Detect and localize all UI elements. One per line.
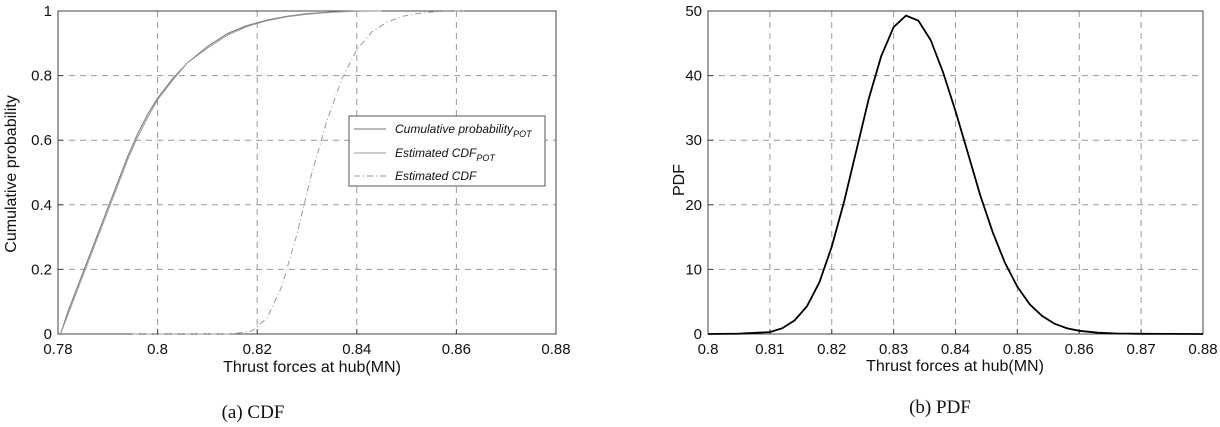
cdf-x-tick-label: 0.88: [541, 341, 570, 358]
pdf-x-tick-label: 0.86: [1065, 341, 1094, 358]
pdf-y-tick-label: 40: [685, 68, 702, 85]
cdf-y-tick-label: 1: [44, 3, 52, 20]
cdf-series-2-line: [60, 10, 382, 335]
pdf-x-tick-label: 0.84: [941, 341, 970, 358]
pdf-y-axis-label: PDF: [671, 164, 688, 196]
pdf-series-1-line: [707, 14, 1204, 335]
cdf-x-axis-label: Thrust forces at hub(MN): [223, 359, 401, 376]
cdf-legend-entry-1: Cumulative probabilityPOT: [395, 122, 533, 139]
cdf-legend-entry-1-name: Cumulative probability: [395, 122, 514, 136]
pdf-chart: 0.8 0.81 0.82 0.83 0.84 0.85 0.86 0.87 0.88 0 10 20…: [685, 3, 1217, 358]
cdf-legend-entry-2: Estimated CDFPOT: [395, 146, 496, 163]
pdf-x-tick-label: 0.88: [1188, 341, 1217, 358]
cdf-frame: [57, 10, 557, 335]
cdf-y-tick-label: 0.8: [31, 68, 52, 85]
cdf-legend-entry-2-name: Estimated CDF: [395, 146, 477, 160]
cdf-legend-box: [348, 115, 546, 187]
pdf-y-tick-label: 30: [685, 132, 702, 149]
pdf-x-tick-label: 0.82: [817, 341, 846, 358]
pdf-x-tick-label: 0.83: [879, 341, 908, 358]
cdf-y-tick-label: 0.6: [31, 132, 52, 149]
cdf-x-tick-label: 0.86: [442, 341, 471, 358]
pdf-x-tick-label: 0.85: [1003, 341, 1032, 358]
cdf-y-tick-label: 0: [44, 326, 52, 343]
pdf-y-tick-label: 20: [685, 197, 702, 214]
cdf-legend-entry-3: Estimated CDF: [395, 169, 477, 183]
cdf-x-tick-label: 0.82: [243, 341, 272, 358]
cdf-x-tick-label: 0.8: [147, 341, 168, 358]
cdf-y-tick-label: 0.4: [31, 197, 52, 214]
pdf-caption: (b) PDF: [909, 397, 971, 418]
pdf-x-tick-label: 0.8: [698, 341, 719, 358]
pdf-y-tick-label: 0: [694, 326, 702, 343]
cdf-y-axis-label: Cumulative probability: [3, 95, 20, 252]
cdf-caption: (a) CDF: [222, 402, 285, 423]
cdf-series-1-line: [60, 10, 382, 335]
pdf-y-tick-label: 50: [685, 3, 702, 20]
pdf-x-axis-label: Thrust forces at hub(MN): [866, 358, 1044, 375]
cdf-y-tick-label: 0.2: [31, 261, 52, 278]
cdf-legend-entry-1-sub: POT: [513, 129, 533, 139]
pdf-y-tick-label: 10: [685, 261, 702, 278]
pdf-x-tick-label: 0.81: [755, 341, 784, 358]
cdf-legend: Cumulative probabilityPOT Estimated CDFP…: [348, 115, 546, 187]
cdf-series-3-line: [132, 10, 467, 335]
cdf-legend-entry-2-sub: POT: [476, 153, 496, 163]
cdf-x-tick-label: 0.78: [43, 341, 72, 358]
cdf-x-tick-label: 0.84: [342, 341, 371, 358]
pdf-x-tick-label: 0.87: [1127, 341, 1156, 358]
